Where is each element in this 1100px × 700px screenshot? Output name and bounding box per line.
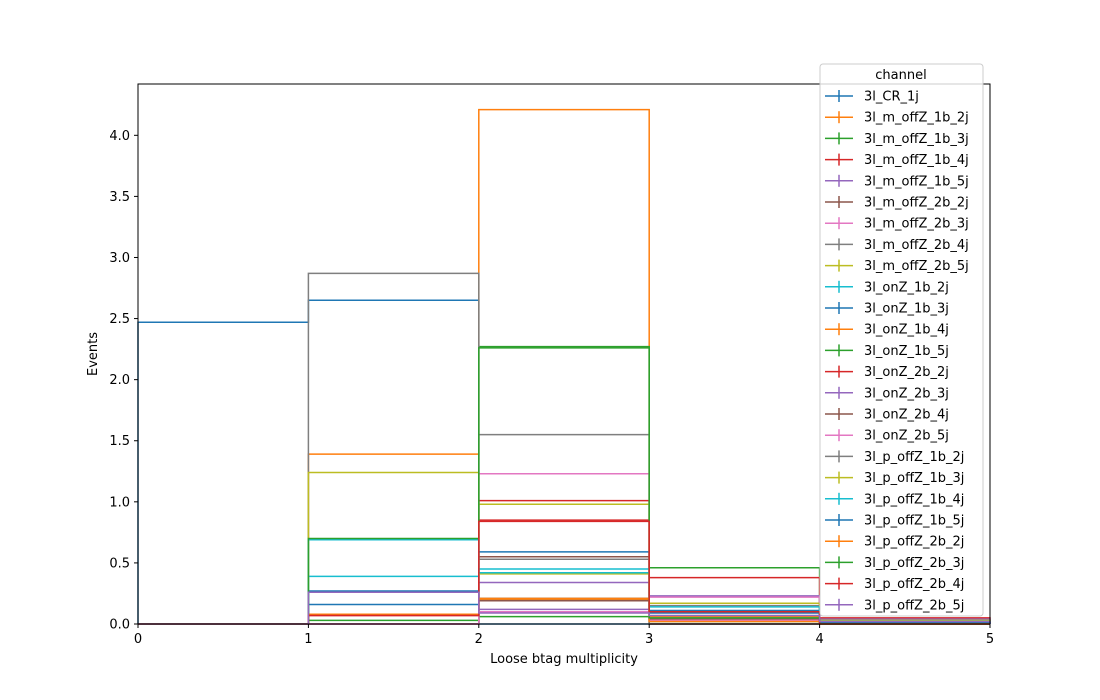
legend-entry: 3l_onZ_1b_3j xyxy=(825,302,949,317)
legend-entry: 3l_m_offZ_2b_5j xyxy=(825,259,969,274)
x-tick-label: 3 xyxy=(645,632,653,647)
legend-label: 3l_onZ_1b_4j xyxy=(864,323,949,338)
legend-label: 3l_p_offZ_1b_4j xyxy=(864,492,964,507)
legend-entries: 3l_CR_1j 3l_m_offZ_1b_2j 3l_m_offZ_1b_3j 3l… xyxy=(825,90,969,613)
plot-frame xyxy=(137,83,991,625)
legend-label: 3l_onZ_1b_2j xyxy=(864,280,949,295)
legend-label: 3l_m_offZ_1b_5j xyxy=(864,174,969,189)
y-tick-label: 2.5 xyxy=(109,312,130,327)
x-tick-label: 2 xyxy=(475,632,483,647)
x-axis-label: Loose btag multiplicity xyxy=(490,652,638,667)
legend-label: 3l_m_offZ_2b_4j xyxy=(864,238,969,253)
legend-label: 3l_m_offZ_1b_4j xyxy=(864,153,969,168)
legend-entry: 3l_p_offZ_1b_3j xyxy=(825,471,964,486)
x-tick-label: 0 xyxy=(134,632,142,647)
legend-entry: 3l_m_offZ_1b_2j xyxy=(825,111,969,126)
legend-entry: 3l_p_offZ_2b_4j xyxy=(825,577,964,592)
y-tick-label: 0.0 xyxy=(109,618,130,633)
legend-entry: 3l_p_offZ_1b_2j xyxy=(825,450,964,465)
legend-label: 3l_p_offZ_1b_2j xyxy=(864,450,964,465)
y-axis: 0.0 0.5 1.0 1.5 2.0 2.5 3.0 3.5 4.0 xyxy=(109,129,138,633)
legend-entry: 3l_onZ_1b_2j xyxy=(825,280,949,295)
legend: channel 3l_CR_1j 3l_m_offZ_1b_2j 3l_m_offZ… xyxy=(819,63,984,617)
y-tick-label: 1.5 xyxy=(109,434,130,449)
legend-label: 3l_m_offZ_1b_2j xyxy=(864,111,969,126)
legend-entry: 3l_onZ_1b_4j xyxy=(825,323,949,338)
legend-entry: 3l_m_offZ_2b_4j xyxy=(825,238,969,253)
legend-entry: 3l_p_offZ_1b_4j xyxy=(825,492,964,507)
y-tick-label: 2.0 xyxy=(109,373,130,388)
legend-entry: 3l_m_offZ_1b_3j xyxy=(825,132,969,147)
legend-label: 3l_p_offZ_2b_5j xyxy=(864,598,964,613)
legend-entry: 3l_m_offZ_2b_2j xyxy=(825,196,969,211)
x-tick-label: 1 xyxy=(304,632,312,647)
legend-label: 3l_onZ_1b_5j xyxy=(864,344,949,359)
y-tick-label: 4.0 xyxy=(109,129,130,144)
legend-label: 3l_m_offZ_2b_3j xyxy=(864,217,969,232)
legend-title: channel xyxy=(875,68,926,83)
legend-label: 3l_onZ_2b_4j xyxy=(864,408,949,423)
legend-entry: 3l_onZ_2b_5j xyxy=(825,429,949,444)
legend-label: 3l_p_offZ_1b_3j xyxy=(864,471,964,486)
legend-label: 3l_m_offZ_1b_3j xyxy=(864,132,969,147)
legend-label: 3l_m_offZ_2b_5j xyxy=(864,259,969,274)
y-tick-label: 3.5 xyxy=(109,190,130,205)
legend-entry: 3l_m_offZ_2b_3j xyxy=(825,217,969,232)
legend-label: 3l_p_offZ_2b_3j xyxy=(864,556,964,571)
legend-label: 3l_p_offZ_2b_2j xyxy=(864,535,964,550)
y-tick-label: 0.5 xyxy=(109,556,130,571)
legend-label: 3l_onZ_1b_3j xyxy=(864,302,949,317)
legend-entry: 3l_p_offZ_2b_2j xyxy=(825,535,964,550)
legend-entry: 3l_CR_1j xyxy=(825,90,919,105)
x-tick-label: 5 xyxy=(986,632,994,647)
series-3l_p_offZ_2b_5j xyxy=(138,591,991,625)
legend-label: 3l_CR_1j xyxy=(864,90,919,105)
legend-entry: 3l_m_offZ_1b_5j xyxy=(825,174,969,189)
legend-entry: 3l_onZ_2b_2j xyxy=(825,365,949,380)
x-tick-label: 4 xyxy=(815,632,823,647)
legend-entry: 3l_p_offZ_2b_3j xyxy=(825,556,964,571)
y-tick-label: 3.0 xyxy=(109,251,130,266)
legend-label: 3l_m_offZ_2b_2j xyxy=(864,196,969,211)
legend-label: 3l_onZ_2b_5j xyxy=(864,429,949,444)
legend-entry: 3l_onZ_1b_5j xyxy=(825,344,949,359)
legend-entry: 3l_p_offZ_1b_5j xyxy=(825,514,964,529)
legend-label: 3l_p_offZ_1b_5j xyxy=(864,514,964,529)
legend-label: 3l_onZ_2b_2j xyxy=(864,365,949,380)
legend-label: 3l_p_offZ_2b_4j xyxy=(864,577,964,592)
legend-box xyxy=(819,63,984,617)
y-axis-label: Events xyxy=(86,332,101,376)
x-axis: 0 1 2 3 4 5 xyxy=(134,624,994,647)
y-tick-label: 1.0 xyxy=(109,495,130,510)
legend-entry: 3l_onZ_2b_3j xyxy=(825,386,949,401)
legend-label: 3l_onZ_2b_3j xyxy=(864,386,949,401)
legend-entry: 3l_p_offZ_2b_5j xyxy=(825,598,964,613)
legend-entry: 3l_onZ_2b_4j xyxy=(825,408,949,423)
legend-entry: 3l_m_offZ_1b_4j xyxy=(825,153,969,168)
